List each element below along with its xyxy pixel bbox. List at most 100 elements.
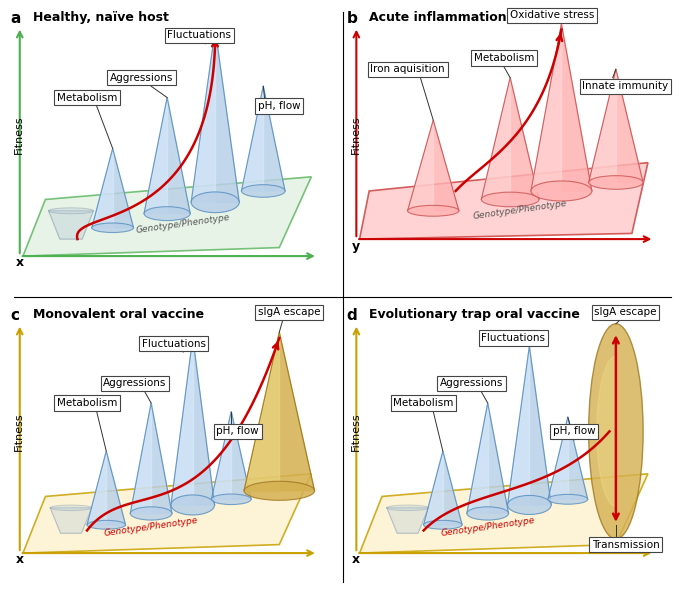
Polygon shape xyxy=(23,474,312,553)
Text: Fitness: Fitness xyxy=(351,115,360,154)
Text: pH, flow: pH, flow xyxy=(216,426,259,437)
Text: Genotype/Phenotype: Genotype/Phenotype xyxy=(440,516,535,538)
Polygon shape xyxy=(191,30,239,203)
Polygon shape xyxy=(171,338,192,505)
Ellipse shape xyxy=(92,223,134,232)
Ellipse shape xyxy=(191,192,239,213)
Text: b: b xyxy=(347,11,358,26)
Polygon shape xyxy=(23,177,312,256)
Text: y: y xyxy=(352,241,360,254)
Text: x: x xyxy=(16,256,24,269)
Text: Oxidative stress: Oxidative stress xyxy=(510,11,594,20)
Polygon shape xyxy=(588,69,616,182)
Polygon shape xyxy=(387,508,428,533)
Ellipse shape xyxy=(467,507,508,520)
Polygon shape xyxy=(423,451,462,525)
Text: Metabolism: Metabolism xyxy=(393,398,454,408)
Polygon shape xyxy=(531,24,592,191)
Polygon shape xyxy=(87,451,106,525)
Text: x: x xyxy=(16,553,24,566)
Text: Metabolism: Metabolism xyxy=(57,398,117,408)
Text: Fitness: Fitness xyxy=(14,115,24,154)
Text: Aggressions: Aggressions xyxy=(110,72,173,83)
Text: Innate immunity: Innate immunity xyxy=(582,81,669,91)
Polygon shape xyxy=(212,412,232,500)
Polygon shape xyxy=(144,97,190,214)
Polygon shape xyxy=(87,451,125,525)
Polygon shape xyxy=(92,148,134,228)
Text: Monovalent oral vaccine: Monovalent oral vaccine xyxy=(33,308,203,321)
Text: x: x xyxy=(352,553,360,566)
Polygon shape xyxy=(531,24,562,191)
Polygon shape xyxy=(242,86,285,191)
Polygon shape xyxy=(144,97,167,214)
Ellipse shape xyxy=(408,206,459,216)
Ellipse shape xyxy=(144,207,190,220)
Text: Genotype/Phenotype: Genotype/Phenotype xyxy=(136,213,231,235)
Ellipse shape xyxy=(588,176,643,189)
Polygon shape xyxy=(408,120,433,211)
Polygon shape xyxy=(130,403,151,513)
Text: Fitness: Fitness xyxy=(351,412,360,451)
Polygon shape xyxy=(244,332,314,491)
Ellipse shape xyxy=(242,185,285,197)
Polygon shape xyxy=(508,346,530,505)
Polygon shape xyxy=(171,338,214,505)
Text: Genotype/Phenotype: Genotype/Phenotype xyxy=(472,199,567,222)
Polygon shape xyxy=(50,508,92,533)
Text: d: d xyxy=(347,308,358,323)
Text: Acute inflammation: Acute inflammation xyxy=(369,11,507,24)
Text: a: a xyxy=(10,11,21,26)
Polygon shape xyxy=(408,120,459,211)
Polygon shape xyxy=(597,356,616,507)
Ellipse shape xyxy=(531,181,592,201)
Text: Genotype/Phenotype: Genotype/Phenotype xyxy=(103,516,199,538)
Polygon shape xyxy=(212,412,251,500)
Text: Fluctuations: Fluctuations xyxy=(482,333,545,343)
Text: Aggressions: Aggressions xyxy=(440,378,503,388)
Ellipse shape xyxy=(387,505,428,511)
Ellipse shape xyxy=(130,507,172,520)
Text: sIgA escape: sIgA escape xyxy=(595,308,657,317)
Text: pH, flow: pH, flow xyxy=(553,426,595,437)
Polygon shape xyxy=(360,163,648,239)
Text: Fluctuations: Fluctuations xyxy=(142,339,206,349)
Polygon shape xyxy=(482,78,539,200)
Ellipse shape xyxy=(588,324,643,539)
Ellipse shape xyxy=(482,192,539,207)
Text: Aggressions: Aggressions xyxy=(103,378,166,388)
Text: Fluctuations: Fluctuations xyxy=(167,30,232,40)
Ellipse shape xyxy=(212,494,251,504)
Ellipse shape xyxy=(508,495,551,514)
Text: Metabolism: Metabolism xyxy=(57,93,117,103)
Polygon shape xyxy=(92,148,112,228)
Text: sIgA escape: sIgA escape xyxy=(258,308,320,317)
Text: Healthy, naïve host: Healthy, naïve host xyxy=(33,11,169,24)
Ellipse shape xyxy=(423,520,462,529)
Polygon shape xyxy=(242,86,263,191)
Ellipse shape xyxy=(244,481,314,500)
Polygon shape xyxy=(49,211,93,239)
Polygon shape xyxy=(360,474,648,553)
Ellipse shape xyxy=(87,520,125,529)
Text: Transmission: Transmission xyxy=(592,539,660,549)
Text: c: c xyxy=(10,308,19,323)
Text: Metabolism: Metabolism xyxy=(473,53,534,63)
Polygon shape xyxy=(548,417,568,500)
Ellipse shape xyxy=(171,495,214,515)
Text: Evolutionary trap oral vaccine: Evolutionary trap oral vaccine xyxy=(369,308,580,321)
Polygon shape xyxy=(482,78,510,200)
Polygon shape xyxy=(508,346,551,505)
Polygon shape xyxy=(191,30,215,203)
Polygon shape xyxy=(467,403,488,513)
Polygon shape xyxy=(588,69,643,182)
Text: Fitness: Fitness xyxy=(14,412,24,451)
Text: Iron aquisition: Iron aquisition xyxy=(371,64,445,74)
Polygon shape xyxy=(548,417,588,500)
Polygon shape xyxy=(130,403,172,513)
Polygon shape xyxy=(244,332,279,491)
Ellipse shape xyxy=(50,505,92,511)
Ellipse shape xyxy=(548,494,588,504)
Polygon shape xyxy=(467,403,508,513)
Polygon shape xyxy=(423,451,443,525)
